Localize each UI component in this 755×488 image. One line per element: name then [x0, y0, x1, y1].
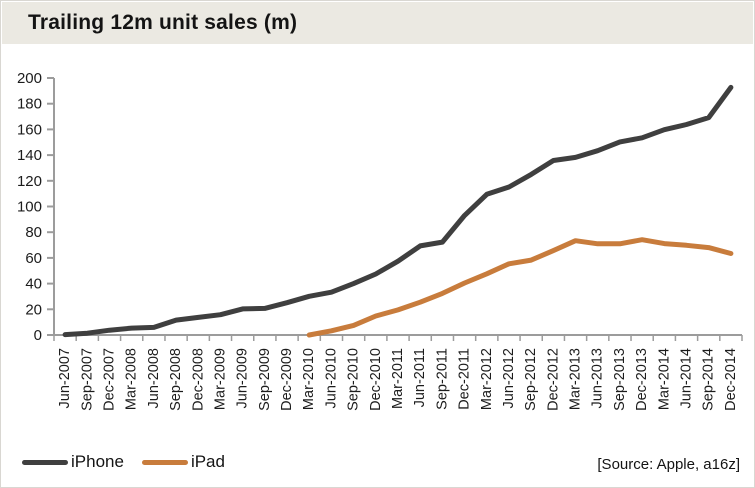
- x-tick-label: Mar-2013: [568, 348, 584, 410]
- x-tick-label: Jun-2012: [501, 348, 517, 408]
- x-tick-label: Dec-2009: [279, 348, 295, 411]
- chart-title-bar: Trailing 12m unit sales (m): [2, 2, 753, 44]
- x-tick-label: Jun-2007: [57, 348, 73, 408]
- y-tick-label: 200: [17, 70, 42, 87]
- y-tick-label: 80: [25, 224, 42, 241]
- x-tick-label: Dec-2014: [723, 348, 739, 411]
- x-tick-label: Jun-2011: [412, 348, 428, 407]
- legend-item-iphone: iPhone: [22, 452, 124, 472]
- x-tick-label: Sep-2010: [346, 348, 362, 411]
- series-line-ipad: [306, 237, 734, 338]
- y-tick-label: 60: [25, 250, 42, 267]
- x-tick-label: Sep-2011: [434, 348, 450, 410]
- y-tick-label: 160: [17, 121, 42, 138]
- x-tick-label: Sep-2007: [79, 348, 95, 411]
- x-tick-label: Dec-2007: [101, 348, 117, 411]
- x-tick-label: Dec-2011: [457, 348, 473, 410]
- x-tick-label: Mar-2010: [301, 348, 317, 410]
- x-tick-label: Sep-2008: [168, 348, 184, 411]
- x-tick-label: Sep-2009: [257, 348, 273, 411]
- chart-legend: iPhone iPad: [22, 452, 225, 472]
- x-tick-label: Sep-2014: [701, 348, 717, 411]
- x-tick-label: Jun-2009: [235, 348, 251, 408]
- ipad-line-swatch: [141, 459, 188, 465]
- y-tick-label: 0: [34, 327, 42, 344]
- x-tick-label: Dec-2012: [545, 348, 561, 411]
- line-chart: 0 20 40 60 80 100 120 140 160 180 200 Jun-2007 Sep-2…: [17, 70, 743, 411]
- x-tick-label: Jun-2013: [590, 348, 606, 408]
- legend-label-ipad: iPad: [190, 452, 225, 471]
- x-tick-label: Jun-2008: [146, 348, 162, 408]
- source-note: [Source: Apple, a16z]: [597, 456, 740, 473]
- iphone-line-swatch: [22, 459, 68, 465]
- legend-item-ipad: iPad: [141, 452, 225, 472]
- x-tick-label: Mar-2014: [656, 348, 672, 410]
- chart-title: Trailing 12m unit sales (m): [28, 11, 298, 34]
- x-tick-label: Dec-2013: [634, 348, 650, 411]
- series-line-iphone: [62, 84, 734, 338]
- y-tick-label: 140: [17, 147, 42, 164]
- x-tick-label: Jun-2010: [323, 348, 339, 408]
- y-tick-label: 180: [17, 96, 42, 113]
- x-tick-label: Mar-2012: [479, 348, 495, 410]
- x-tick-label: Jun-2014: [679, 348, 695, 408]
- x-tick-label: Sep-2013: [612, 348, 628, 411]
- y-tick-label: 120: [17, 173, 42, 190]
- y-tick-label: 100: [17, 199, 42, 216]
- y-tick-label: 20: [25, 301, 42, 318]
- x-tick-label: Dec-2010: [368, 348, 384, 411]
- legend-label-iphone: iPhone: [71, 452, 124, 471]
- x-tick-label: Mar-2008: [124, 348, 140, 410]
- x-tick-label: Sep-2012: [523, 348, 539, 411]
- y-tick-label: 40: [25, 276, 42, 293]
- x-tick-label: Dec-2008: [190, 348, 206, 411]
- x-tick-label: Mar-2009: [212, 348, 228, 410]
- x-tick-label: Mar-2011: [390, 348, 406, 409]
